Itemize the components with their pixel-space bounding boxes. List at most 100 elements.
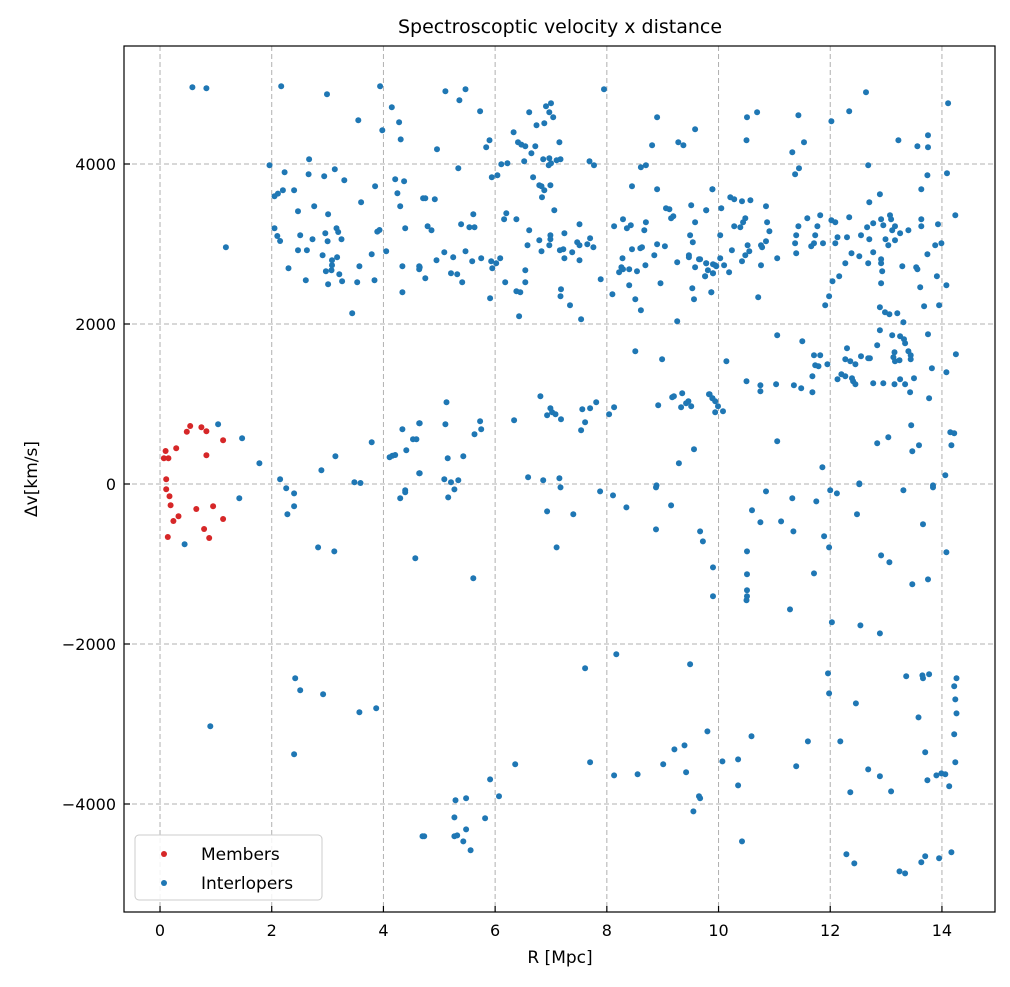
point-interlopers bbox=[448, 270, 454, 277]
point-interlopers bbox=[627, 222, 634, 229]
point-interlopers bbox=[396, 119, 403, 126]
point-interlopers bbox=[181, 541, 188, 548]
point-interlopers bbox=[422, 275, 429, 282]
point-interlopers bbox=[948, 442, 955, 449]
point-interlopers bbox=[315, 544, 322, 551]
point-interlopers bbox=[801, 139, 807, 146]
point-interlopers bbox=[914, 143, 921, 150]
point-interlopers bbox=[540, 477, 547, 484]
point-interlopers bbox=[309, 236, 316, 243]
point-interlopers bbox=[817, 212, 824, 219]
point-interlopers bbox=[469, 258, 476, 265]
point-interlopers bbox=[744, 587, 750, 594]
point-members bbox=[160, 455, 167, 462]
point-interlopers bbox=[918, 216, 925, 223]
point-interlopers bbox=[295, 247, 301, 254]
point-interlopers bbox=[815, 363, 822, 370]
point-interlopers bbox=[311, 203, 318, 210]
point-interlopers bbox=[552, 411, 559, 418]
point-interlopers bbox=[748, 733, 755, 740]
point-interlopers bbox=[740, 219, 747, 226]
point-interlopers bbox=[817, 352, 824, 359]
point-interlopers bbox=[522, 279, 529, 286]
point-interlopers bbox=[915, 714, 922, 721]
point-interlopers bbox=[889, 227, 896, 234]
point-interlopers bbox=[424, 223, 431, 230]
point-interlopers bbox=[522, 267, 529, 274]
point-interlopers bbox=[339, 278, 346, 285]
point-interlopers bbox=[953, 710, 960, 717]
point-interlopers bbox=[827, 487, 834, 494]
point-interlopers bbox=[634, 771, 641, 778]
point-interlopers bbox=[720, 408, 726, 415]
point-interlopers bbox=[459, 279, 466, 286]
point-interlopers bbox=[355, 117, 362, 124]
point-interlopers bbox=[870, 380, 877, 387]
point-interlopers bbox=[792, 171, 799, 178]
point-members bbox=[220, 437, 227, 444]
point-interlopers bbox=[922, 853, 929, 860]
point-interlopers bbox=[691, 296, 697, 303]
point-interlopers bbox=[902, 381, 909, 388]
point-interlopers bbox=[863, 89, 869, 96]
point-interlopers bbox=[291, 503, 298, 510]
point-interlopers bbox=[541, 187, 548, 194]
point-interlopers bbox=[832, 240, 839, 247]
point-interlopers bbox=[854, 511, 860, 518]
point-members bbox=[183, 428, 190, 435]
point-interlopers bbox=[305, 171, 312, 178]
x-tick-label: 6 bbox=[490, 921, 500, 940]
point-interlopers bbox=[688, 403, 695, 410]
point-members bbox=[210, 503, 217, 510]
point-interlopers bbox=[522, 143, 529, 150]
point-interlopers bbox=[938, 240, 945, 247]
point-interlopers bbox=[843, 851, 850, 858]
point-interlopers bbox=[731, 223, 738, 230]
point-interlopers bbox=[876, 773, 883, 780]
point-interlopers bbox=[655, 402, 662, 409]
point-interlopers bbox=[821, 533, 828, 540]
point-interlopers bbox=[373, 705, 380, 712]
point-interlopers bbox=[737, 224, 744, 231]
point-interlopers bbox=[556, 139, 563, 146]
point-interlopers bbox=[626, 266, 633, 273]
point-interlopers bbox=[610, 492, 616, 499]
point-interlopers bbox=[882, 236, 889, 243]
point-interlopers bbox=[368, 251, 375, 258]
point-interlopers bbox=[757, 519, 764, 526]
point-interlopers bbox=[641, 227, 648, 234]
point-interlopers bbox=[601, 86, 607, 93]
point-interlopers bbox=[825, 670, 831, 677]
point-interlopers bbox=[203, 85, 210, 92]
point-interlopers bbox=[755, 294, 762, 301]
point-interlopers bbox=[377, 83, 384, 90]
point-interlopers bbox=[497, 255, 504, 262]
point-interlopers bbox=[674, 318, 681, 325]
point-interlopers bbox=[834, 234, 841, 241]
point-interlopers bbox=[719, 758, 726, 765]
point-interlopers bbox=[708, 289, 715, 296]
point-interlopers bbox=[637, 164, 644, 171]
point-interlopers bbox=[324, 238, 331, 245]
point-interlopers bbox=[416, 420, 423, 427]
point-interlopers bbox=[692, 126, 699, 133]
point-interlopers bbox=[548, 160, 554, 167]
point-interlopers bbox=[891, 349, 898, 356]
point-interlopers bbox=[467, 847, 474, 854]
point-interlopers bbox=[743, 378, 750, 385]
point-interlopers bbox=[471, 431, 478, 438]
point-interlopers bbox=[766, 228, 773, 235]
point-interlopers bbox=[774, 255, 781, 262]
point-interlopers bbox=[717, 232, 724, 239]
point-interlopers bbox=[813, 498, 820, 505]
point-interlopers bbox=[557, 293, 564, 300]
point-interlopers bbox=[517, 289, 524, 296]
point-interlopers bbox=[774, 438, 781, 445]
point-interlopers bbox=[798, 385, 805, 392]
point-interlopers bbox=[886, 311, 893, 318]
point-interlopers bbox=[325, 281, 332, 288]
point-interlopers bbox=[687, 232, 694, 239]
point-interlopers bbox=[493, 260, 500, 267]
point-interlopers bbox=[886, 559, 893, 566]
point-interlopers bbox=[503, 210, 510, 217]
